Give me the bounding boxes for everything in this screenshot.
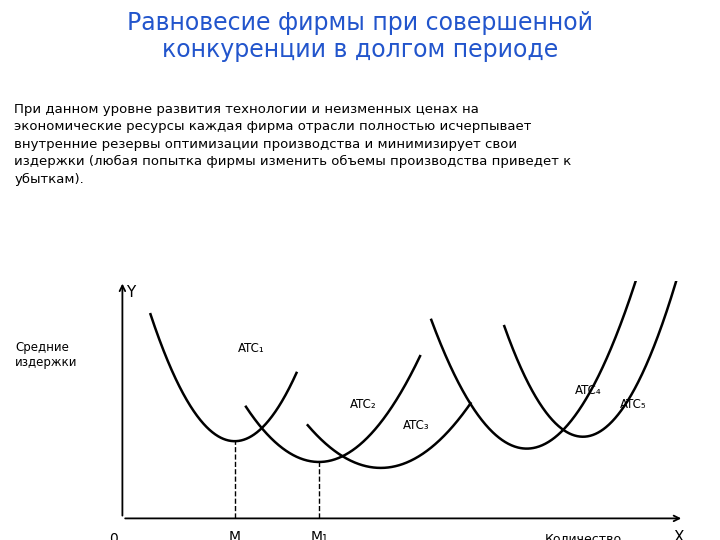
Text: ATC₃: ATC₃ [403, 419, 430, 432]
Text: X: X [673, 530, 683, 540]
Text: Равновесие фирмы при совершенной
конкуренции в долгом периоде: Равновесие фирмы при совершенной конкуре… [127, 10, 593, 62]
Text: ATC₄: ATC₄ [575, 383, 601, 396]
Text: ATC₂: ATC₂ [350, 399, 377, 411]
Text: M₁: M₁ [310, 530, 328, 540]
Text: Средние
издержки: Средние издержки [15, 341, 78, 369]
Text: Y: Y [126, 285, 135, 300]
Text: ATC₁: ATC₁ [238, 342, 264, 355]
Text: ATC₅: ATC₅ [619, 399, 646, 411]
Text: M: M [229, 530, 240, 540]
Text: При данном уровне развития технологии и неизменных ценах на
экономические ресурс: При данном уровне развития технологии и … [14, 103, 572, 186]
Text: 0: 0 [109, 532, 118, 540]
Text: Количество: Количество [544, 534, 621, 540]
